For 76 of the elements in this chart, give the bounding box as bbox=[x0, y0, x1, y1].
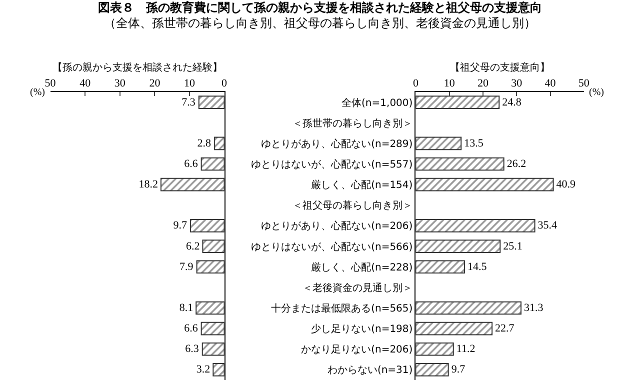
bar bbox=[200, 157, 224, 171]
data-label: 18.2 bbox=[138, 178, 158, 191]
data-label: 6.2 bbox=[186, 240, 200, 252]
bar bbox=[416, 157, 504, 171]
data-label: 25.1 bbox=[503, 240, 522, 252]
data-label: 6.6 bbox=[184, 158, 198, 170]
y-tick-label: かなり足りない(n=206) bbox=[301, 344, 413, 356]
x-tick-label: 20 bbox=[477, 78, 489, 90]
bar bbox=[202, 240, 224, 253]
y-tick-label: 少し足りない(n=198) bbox=[311, 323, 413, 336]
y-tick-label: ゆとりはないが、心配ない(n=566) bbox=[251, 240, 413, 253]
bar bbox=[196, 301, 224, 315]
bar bbox=[190, 219, 224, 232]
bar bbox=[202, 342, 224, 356]
text: 図表８ 孫の教育費に関して孫の親から支援を相談された経験と祖父母の支援意向 bbox=[98, 0, 542, 15]
data-label: 26.2 bbox=[506, 158, 526, 170]
data-label: 24.8 bbox=[502, 96, 522, 108]
bar bbox=[196, 260, 224, 274]
data-label: 6.3 bbox=[185, 343, 200, 356]
data-label: 14.5 bbox=[467, 260, 488, 273]
x-tick-label: 50 bbox=[44, 78, 56, 90]
x-axis-title: 【孫の親から支援を相談された経験】 bbox=[52, 62, 222, 74]
data-label: 11.2 bbox=[456, 343, 476, 356]
bar bbox=[212, 363, 224, 376]
y-tick-label: 十分または最低限ある(n=565) bbox=[271, 302, 413, 314]
bar bbox=[200, 322, 224, 336]
x-tick-label: 10 bbox=[444, 78, 456, 90]
bar bbox=[214, 136, 224, 150]
bar bbox=[198, 96, 224, 109]
y-tick-label: わからない(n=31) bbox=[327, 365, 413, 376]
y-tick-label: ＜老後資金の見通し別＞ bbox=[302, 282, 413, 294]
y-tick-label: ＜孫世帯の暮らし向き別＞ bbox=[292, 117, 413, 130]
data-label: 7.3 bbox=[182, 96, 196, 108]
bar bbox=[416, 301, 522, 315]
bar bbox=[160, 178, 224, 192]
y-tick-label: 厳しく、心配(n=154) bbox=[311, 179, 413, 192]
data-label: 40.9 bbox=[556, 178, 576, 191]
bar bbox=[416, 96, 500, 109]
text: (%) bbox=[589, 87, 604, 98]
y-tick-label: 厳しく、心配(n=228) bbox=[311, 261, 413, 274]
bar bbox=[416, 322, 493, 336]
x-tick-label: 40 bbox=[80, 78, 92, 90]
text: （全体、孫世帯の暮らし向き別、祖父母の暮らし向き別、老後資金の見通し別） bbox=[104, 16, 536, 30]
bar bbox=[416, 342, 454, 356]
y-tick-label: ＜祖父母の暮らし向き別＞ bbox=[292, 200, 413, 212]
data-label: 7.9 bbox=[180, 260, 194, 273]
x-tick-label: 40 bbox=[544, 78, 556, 90]
x-tick-label: 10 bbox=[184, 78, 196, 90]
data-label: 8.1 bbox=[179, 302, 194, 314]
data-label: 9.7 bbox=[173, 220, 188, 232]
data-label: 2.8 bbox=[197, 137, 212, 150]
y-tick-label: ゆとりがあり、心配ない(n=206) bbox=[261, 220, 413, 232]
data-label: 35.4 bbox=[538, 220, 558, 232]
data-label: 6.6 bbox=[184, 322, 198, 335]
data-label: 22.7 bbox=[495, 322, 515, 335]
y-tick-label: ゆとりがあり、心配ない(n=289) bbox=[261, 138, 413, 150]
data-label: 31.3 bbox=[524, 302, 544, 314]
data-label: 9.7 bbox=[451, 364, 466, 376]
x-tick-label: 20 bbox=[149, 78, 161, 90]
x-tick-label: 30 bbox=[114, 78, 126, 90]
data-label: 3.2 bbox=[196, 364, 210, 376]
bar bbox=[416, 260, 465, 274]
bar bbox=[416, 178, 554, 192]
x-tick-label: 0 bbox=[222, 78, 228, 90]
y-tick-label: 全体(n=1,000) bbox=[342, 96, 413, 109]
text: (%) bbox=[30, 87, 45, 98]
bar bbox=[416, 136, 462, 150]
bar bbox=[416, 240, 501, 253]
x-tick-label: 30 bbox=[511, 78, 523, 90]
x-tick-label: 50 bbox=[578, 78, 590, 90]
bar bbox=[416, 219, 536, 232]
x-axis-title: 【祖父母の支援意向】 bbox=[450, 62, 550, 74]
data-label: 13.5 bbox=[464, 137, 484, 150]
y-tick-label: ゆとりはないが、心配ない(n=557) bbox=[251, 158, 413, 170]
bar bbox=[416, 363, 449, 376]
x-tick-label: 0 bbox=[412, 78, 419, 90]
